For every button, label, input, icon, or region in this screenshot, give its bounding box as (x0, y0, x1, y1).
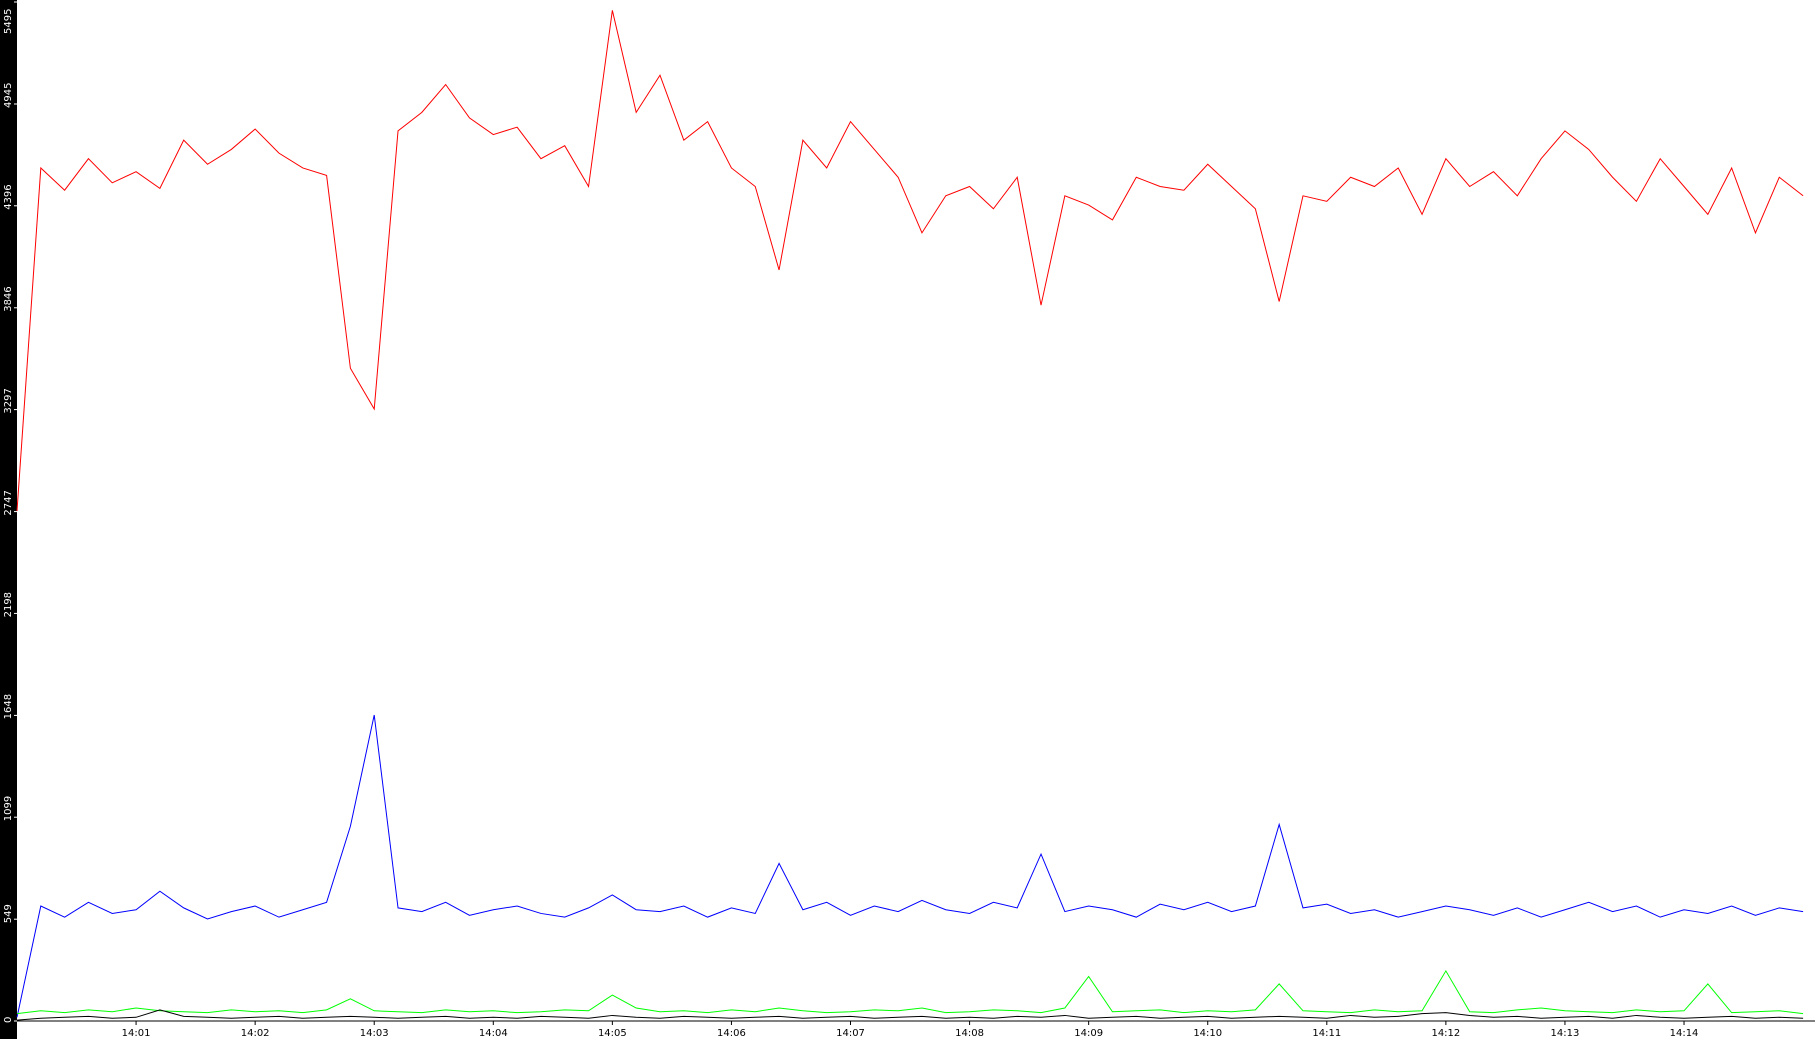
x-tick-label: 14:03 (360, 1028, 389, 1039)
x-tick-label: 14:08 (955, 1028, 984, 1039)
y-tick-label: 4396 (3, 184, 14, 209)
series-line (16, 969, 1804, 1015)
x-tick-label: 14:06 (717, 1028, 746, 1039)
y-tick-label: 3846 (3, 286, 14, 311)
y-tick-label: 5495 (3, 9, 14, 34)
x-tick-label: 14:11 (1312, 1028, 1341, 1039)
x-tick-label: 14:12 (1431, 1028, 1460, 1039)
y-tick-label: 0 (3, 1017, 14, 1023)
y-tick-label: 3297 (3, 388, 14, 413)
y-tick-label: 2747 (3, 490, 14, 515)
x-tick-label: 14:13 (1551, 1028, 1580, 1039)
y-tick-label: 1648 (3, 694, 14, 719)
x-tick-label: 14:01 (122, 1028, 151, 1039)
x-tick-label: 14:09 (1074, 1028, 1103, 1039)
x-tick-label: 14:10 (1193, 1028, 1222, 1039)
series-line (16, 10, 1804, 512)
y-tick-label: 2198 (3, 592, 14, 617)
series-line (16, 1009, 1804, 1021)
y-tick-label: 4945 (3, 83, 14, 108)
x-tick-label: 14:02 (241, 1028, 270, 1039)
x-tick-label: 14:05 (598, 1028, 627, 1039)
y-tick-label: 1099 (3, 796, 14, 821)
x-tick-label: 14:04 (479, 1028, 508, 1039)
series-line (16, 714, 1804, 1018)
y-tick-label: 549 (3, 904, 14, 923)
y-axis-strip (0, 0, 17, 1039)
x-tick-label: 14:14 (1670, 1028, 1699, 1039)
x-tick-label: 14:07 (836, 1028, 865, 1039)
